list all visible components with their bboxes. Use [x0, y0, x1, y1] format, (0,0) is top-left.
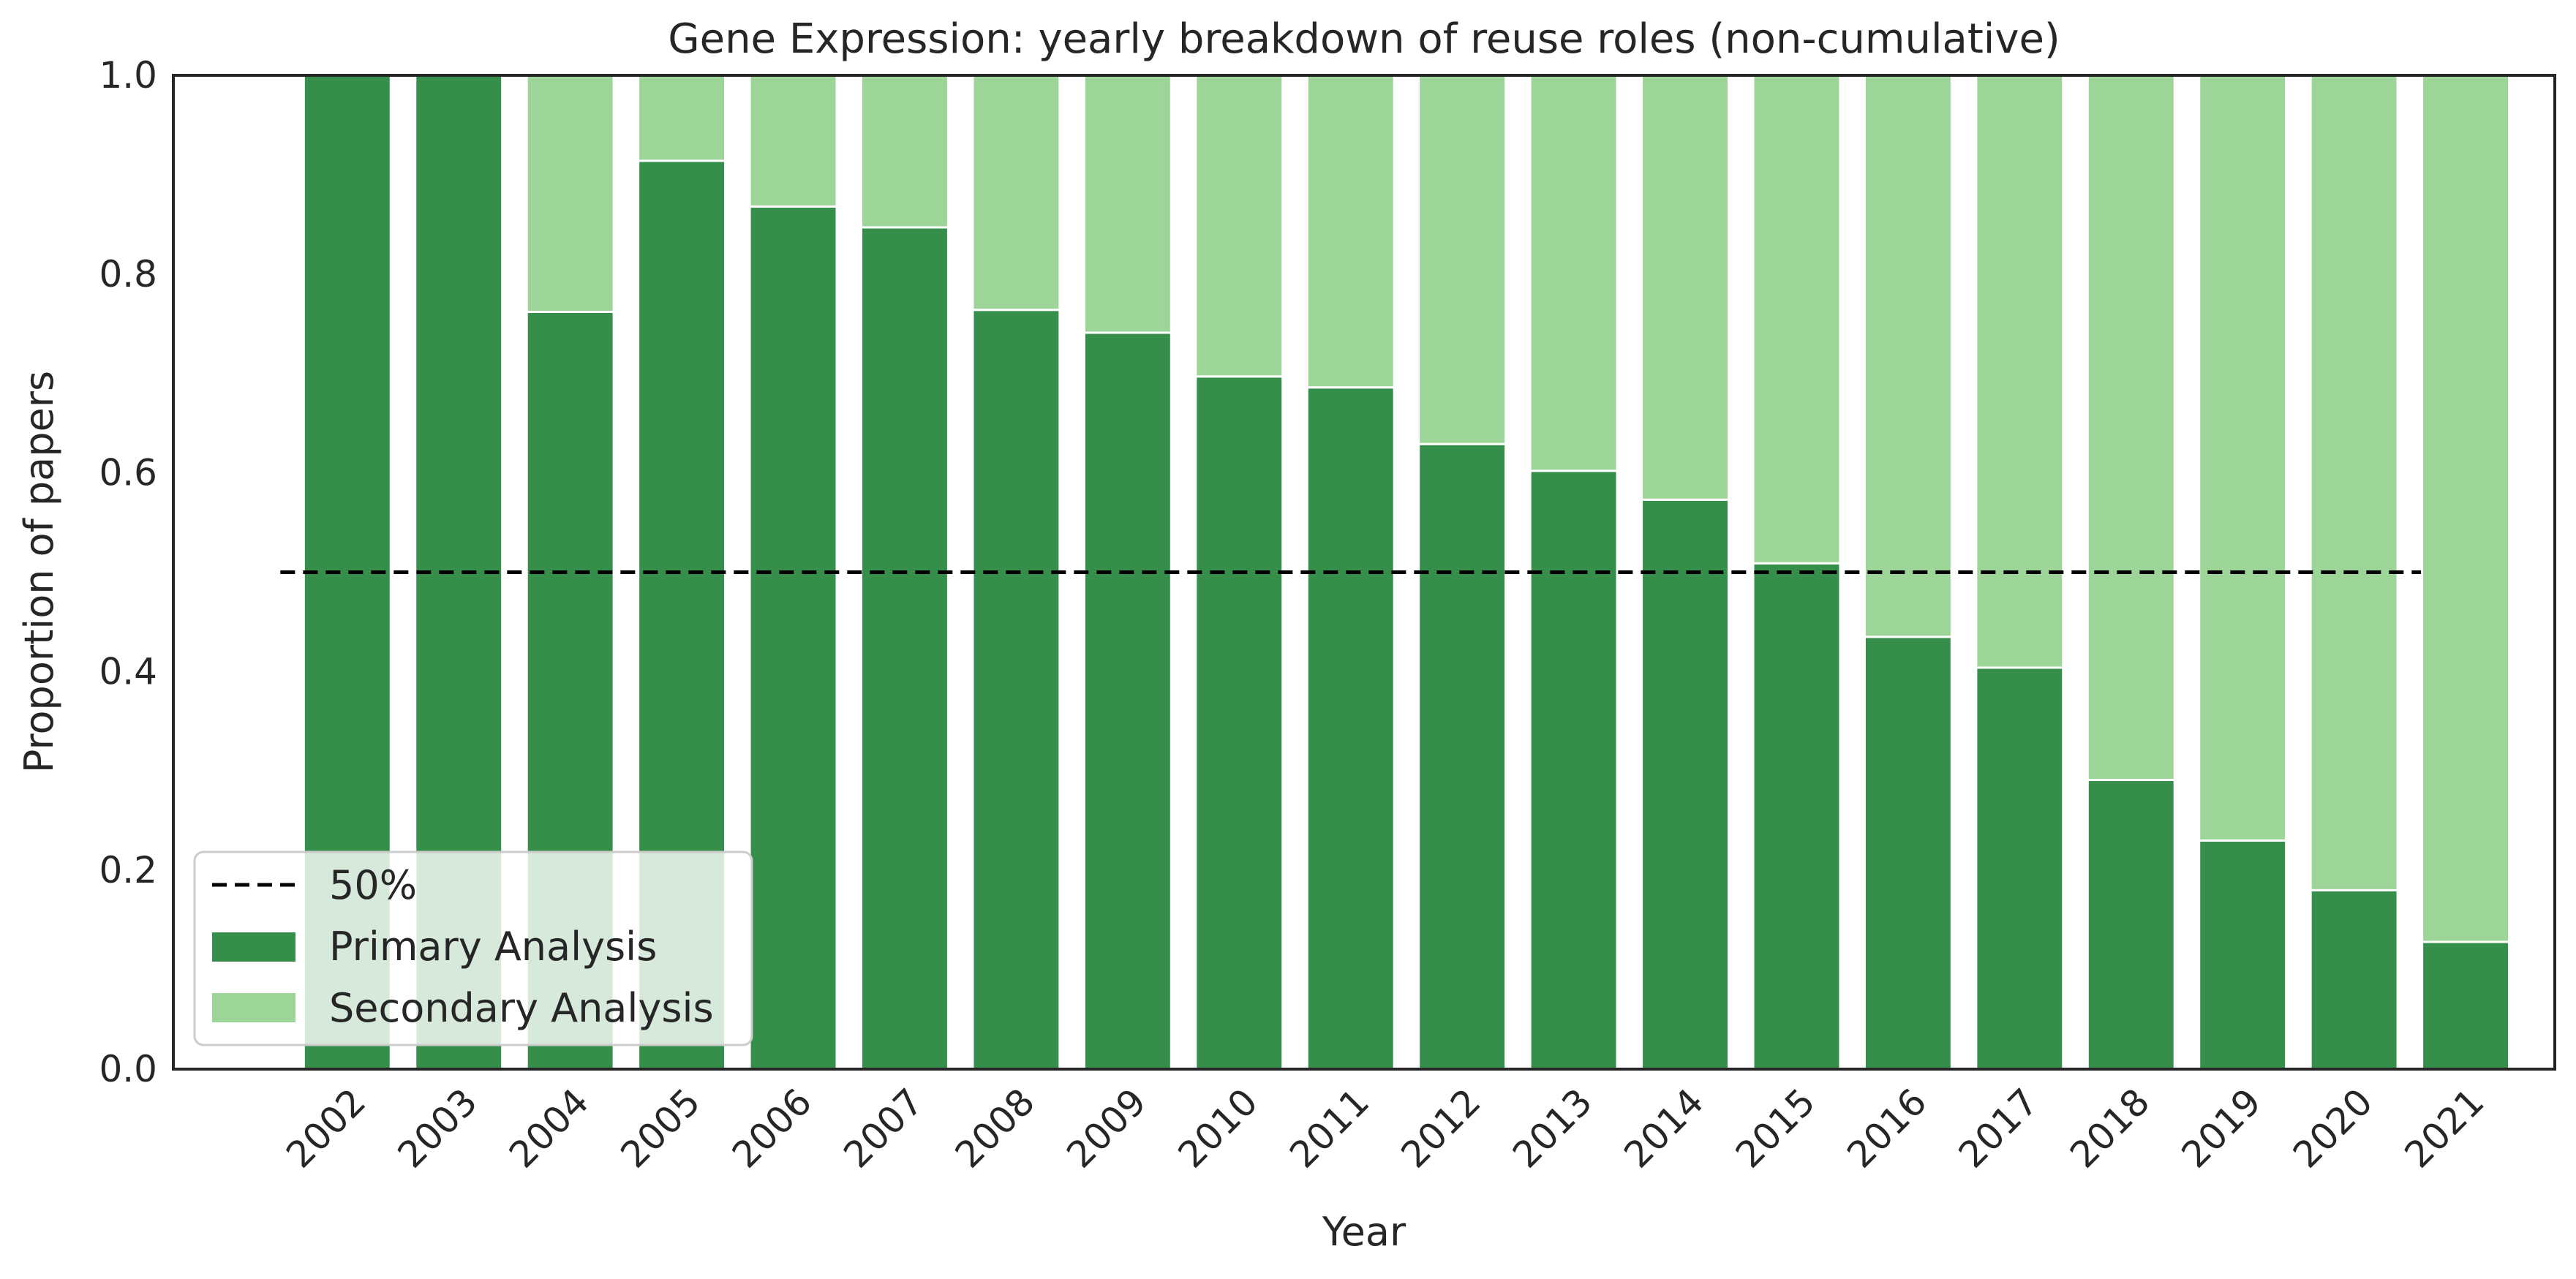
x-tick-label: 2019 [2174, 1080, 2270, 1176]
x-tick-label: 2009 [1058, 1080, 1154, 1176]
x-tick-label: 2007 [835, 1080, 931, 1176]
x-tick-label: 2005 [613, 1080, 709, 1176]
bar-secondary-2020 [2309, 74, 2399, 891]
bar-primary-2011 [1306, 386, 1396, 1071]
bar-secondary-2008 [971, 74, 1061, 312]
y-tick-label: 0.0 [99, 1048, 157, 1090]
bar-secondary-2013 [1529, 74, 1619, 472]
bar-primary-2010 [1194, 375, 1284, 1071]
x-tick-label: 2003 [390, 1080, 486, 1176]
y-tick-label: 0.6 [99, 452, 157, 494]
bar-primary-2018 [2086, 779, 2176, 1071]
bar-secondary-2012 [1417, 74, 1507, 445]
x-tick-label: 2010 [1170, 1080, 1266, 1176]
bar-secondary-2015 [1752, 74, 1842, 565]
bar-secondary-2019 [2198, 74, 2288, 842]
bar-secondary-2006 [748, 74, 838, 208]
legend: 50% Primary Analysis Secondary Analysis [193, 850, 753, 1046]
bar-secondary-2016 [1863, 74, 1953, 638]
bar-primary-2021 [2421, 940, 2511, 1071]
x-tick-label: 2018 [2062, 1080, 2158, 1176]
x-axis-ticks: 2002 2003 2004 2005 2006 2007 2008 2009 2010 2011… [278, 1080, 2492, 1176]
y-axis-ticks: 0.0 0.2 0.4 0.6 0.8 1.0 [99, 54, 157, 1090]
legend-label-50: 50% [329, 862, 417, 908]
x-axis-label: Year [1322, 1209, 1406, 1255]
bar-primary-2006 [748, 205, 838, 1071]
x-tick-label: 2014 [1616, 1080, 1712, 1176]
bar-primary-2012 [1417, 442, 1507, 1071]
plot-frame [172, 74, 2556, 1071]
x-tick-label: 2011 [1281, 1080, 1377, 1176]
bar-secondary-2011 [1306, 74, 1396, 389]
bar-secondary-2021 [2421, 74, 2511, 943]
bar-primary-2013 [1529, 469, 1619, 1071]
chart-title: Gene Expression: yearly breakdown of reu… [668, 15, 2060, 63]
bar-primary-2017 [1975, 666, 2065, 1071]
legend-swatch-primary [212, 932, 295, 962]
y-axis-label: Proportion of papers [16, 371, 62, 773]
bar-primary-2007 [860, 226, 949, 1071]
x-tick-label: 2013 [1504, 1080, 1600, 1176]
x-tick-label: 2021 [2397, 1080, 2493, 1176]
x-tick-label: 2016 [1839, 1080, 1935, 1176]
bar-secondary-2004 [525, 74, 615, 313]
legend-label-secondary: Secondary Analysis [329, 985, 714, 1031]
bar-primary-2015 [1752, 562, 1842, 1071]
bar-secondary-2005 [637, 74, 727, 162]
bar-secondary-2017 [1975, 74, 2065, 669]
x-tick-label: 2008 [947, 1080, 1043, 1176]
bar-primary-2009 [1082, 331, 1172, 1071]
bar-secondary-2018 [2086, 74, 2176, 782]
x-tick-label: 2002 [278, 1080, 374, 1176]
bar-secondary-2014 [1641, 74, 1730, 501]
x-tick-label: 2012 [1393, 1080, 1489, 1176]
bar-primary-2008 [971, 309, 1061, 1071]
y-tick-label: 0.2 [99, 849, 157, 891]
legend-label-primary: Primary Analysis [329, 924, 657, 970]
y-tick-label: 0.8 [99, 253, 157, 295]
y-tick-label: 1.0 [99, 54, 157, 97]
x-tick-label: 2015 [1728, 1080, 1823, 1176]
legend-box [193, 850, 753, 1046]
x-tick-label: 2004 [501, 1080, 597, 1176]
x-tick-label: 2006 [724, 1080, 820, 1176]
bar-secondary-2009 [1082, 74, 1172, 334]
bar-primary-2020 [2309, 888, 2399, 1071]
bar-secondary-2010 [1194, 74, 1284, 378]
bar-secondary-2007 [860, 74, 949, 229]
legend-swatch-secondary [212, 993, 295, 1022]
bar-primary-2016 [1863, 635, 1953, 1071]
bar-primary-2014 [1641, 498, 1730, 1071]
x-tick-label: 2020 [2285, 1080, 2381, 1176]
bar-primary-2019 [2198, 839, 2288, 1071]
x-tick-label: 2017 [1951, 1080, 2046, 1176]
y-tick-label: 0.4 [99, 650, 157, 693]
